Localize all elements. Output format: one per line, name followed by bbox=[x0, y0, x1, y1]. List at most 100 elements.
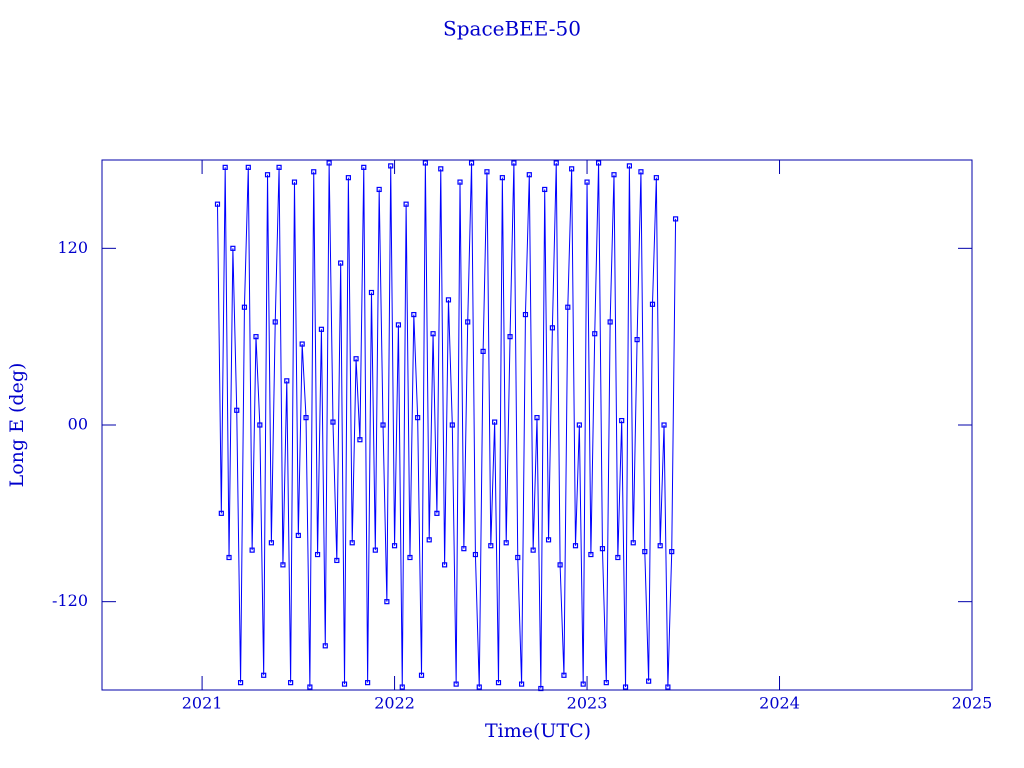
chart-title: SpaceBEE-50 bbox=[443, 17, 581, 41]
data-point bbox=[434, 510, 440, 516]
x-tick-label: 2025 bbox=[952, 694, 993, 713]
data-point bbox=[622, 684, 629, 690]
y-tick-label: 120 bbox=[57, 238, 88, 257]
data-point bbox=[565, 304, 571, 310]
data-point bbox=[214, 201, 221, 207]
data-point bbox=[395, 322, 402, 328]
data-point bbox=[588, 551, 594, 558]
data-line bbox=[216, 162, 677, 689]
data-point bbox=[322, 643, 328, 649]
data-point bbox=[403, 201, 409, 207]
data-point bbox=[584, 179, 590, 185]
data-point bbox=[492, 419, 498, 425]
data-point bbox=[526, 172, 532, 178]
data-point bbox=[415, 415, 421, 421]
data-point bbox=[388, 163, 394, 169]
data-point bbox=[245, 164, 251, 170]
data-point bbox=[449, 422, 455, 428]
data-point bbox=[230, 245, 236, 251]
data-point bbox=[538, 685, 544, 692]
y-axis-label: Long E (deg) bbox=[6, 363, 28, 488]
data-point bbox=[426, 537, 432, 543]
data-point bbox=[630, 540, 636, 546]
data-point bbox=[253, 334, 259, 340]
data-point bbox=[653, 175, 659, 181]
data-point bbox=[299, 341, 305, 347]
data-point bbox=[484, 169, 490, 175]
data-point bbox=[534, 415, 540, 421]
data-point bbox=[592, 331, 598, 337]
data-point bbox=[619, 417, 625, 424]
data-point bbox=[330, 419, 336, 425]
data-point bbox=[391, 543, 398, 549]
data-point bbox=[472, 551, 479, 558]
data-point bbox=[430, 331, 436, 337]
data-point bbox=[218, 510, 224, 516]
data-point bbox=[326, 160, 332, 166]
data-point bbox=[280, 562, 286, 568]
data-point bbox=[499, 175, 505, 181]
data-point bbox=[580, 681, 586, 687]
data-point bbox=[634, 337, 640, 343]
data-point bbox=[241, 304, 248, 310]
data-point bbox=[569, 166, 575, 172]
data-point bbox=[361, 164, 367, 170]
data-point bbox=[418, 672, 425, 678]
x-axis-label: Time(UTC) bbox=[485, 720, 591, 742]
data-point bbox=[341, 681, 348, 687]
data-point bbox=[314, 551, 321, 558]
data-point bbox=[334, 557, 340, 564]
data-point bbox=[507, 334, 513, 340]
data-point bbox=[399, 684, 405, 690]
data-point bbox=[345, 175, 351, 181]
x-tick-label: 2024 bbox=[759, 694, 800, 713]
data-point bbox=[307, 684, 313, 690]
data-point bbox=[468, 160, 475, 166]
data-point bbox=[595, 160, 602, 166]
data-point bbox=[542, 186, 548, 193]
data-point bbox=[646, 678, 652, 684]
data-point bbox=[642, 549, 648, 555]
data-point bbox=[288, 680, 294, 686]
data-point bbox=[357, 437, 363, 443]
data-point bbox=[669, 549, 675, 555]
data-point bbox=[380, 422, 386, 428]
data-point bbox=[545, 537, 552, 543]
data-point bbox=[672, 216, 679, 222]
data-point bbox=[445, 297, 452, 303]
data-point bbox=[511, 160, 517, 166]
data-point bbox=[338, 260, 344, 266]
data-point bbox=[615, 554, 621, 561]
data-point bbox=[561, 672, 567, 678]
data-point bbox=[553, 160, 559, 166]
data-point bbox=[295, 532, 301, 539]
data-point bbox=[476, 684, 482, 690]
data-point bbox=[557, 562, 563, 568]
x-tick-label: 2023 bbox=[567, 694, 608, 713]
data-point bbox=[626, 163, 632, 169]
data-point bbox=[530, 547, 536, 553]
data-point bbox=[461, 546, 467, 552]
data-point bbox=[264, 172, 271, 178]
data-point bbox=[303, 415, 309, 421]
data-point bbox=[488, 543, 494, 549]
data-point bbox=[611, 172, 617, 178]
data-point bbox=[268, 540, 274, 546]
data-point bbox=[519, 681, 525, 687]
data-point bbox=[453, 681, 459, 687]
data-point bbox=[353, 356, 359, 362]
data-point bbox=[407, 554, 413, 561]
data-point bbox=[503, 540, 509, 546]
plot-area bbox=[214, 160, 679, 692]
data-point bbox=[272, 319, 278, 325]
data-point bbox=[607, 319, 613, 325]
data-point bbox=[638, 169, 644, 175]
data-point bbox=[572, 543, 579, 549]
data-point bbox=[234, 407, 240, 413]
data-point bbox=[237, 680, 244, 686]
data-point bbox=[576, 422, 582, 428]
data-point bbox=[384, 599, 390, 605]
data-point bbox=[457, 179, 463, 185]
data-point bbox=[249, 547, 255, 553]
data-point bbox=[291, 179, 298, 185]
